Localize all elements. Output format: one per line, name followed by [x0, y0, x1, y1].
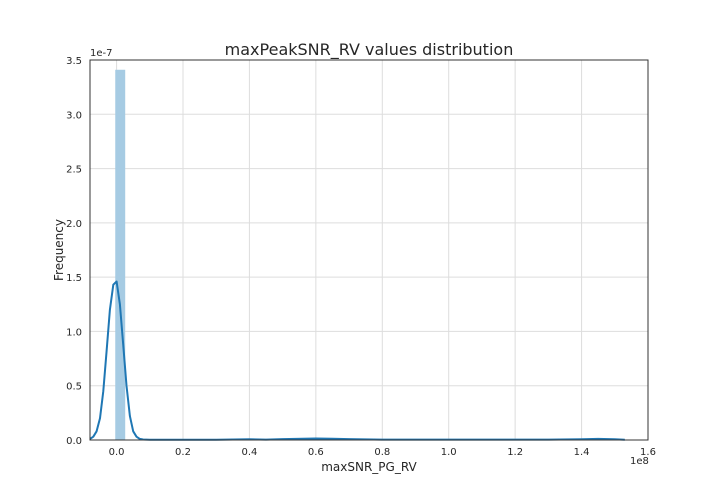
y-tick-label: 0.5: [66, 382, 82, 393]
x-tick-label: 0.4: [241, 447, 257, 458]
x-tick-label: 1.4: [574, 447, 590, 458]
tick-labels: 0.0 0.2 0.4 0.6 0.8 1.0 1.2 1.4 1.6 0.0 0.5 1.0 1.5 2…: [66, 56, 656, 458]
x-offset-label: 1e8: [630, 456, 649, 467]
y-tick-label: 2.0: [66, 219, 82, 230]
x-tick-label: 1.6: [640, 447, 656, 458]
y-offset-label: 1e-7: [90, 48, 113, 59]
histogram-bar: [115, 69, 126, 441]
grid-layer: [90, 59, 649, 441]
chart-title: maxPeakSNR_RV values distribution: [225, 40, 514, 60]
x-tick-label: 1.0: [441, 447, 457, 458]
y-tick-label: 3.0: [66, 110, 82, 121]
x-tick-label: 0.0: [109, 447, 125, 458]
y-tick-label: 0.0: [66, 436, 82, 447]
x-tick-label: 0.8: [374, 447, 390, 458]
y-tick-label: 1.0: [66, 327, 82, 338]
x-tick-label: 0.6: [308, 447, 324, 458]
x-tick-label: 1.2: [507, 447, 523, 458]
kde-line-layer: [89, 280, 625, 441]
plot-frame: [89, 59, 649, 441]
x-axis-label: maxSNR_PG_RV: [321, 460, 417, 474]
y-axis-label: Frequency: [52, 219, 66, 281]
y-tick-label: 2.5: [66, 165, 82, 176]
histogram-bars: [115, 69, 126, 441]
y-tick-label: 3.5: [66, 56, 82, 67]
kde-line: [89, 280, 625, 441]
x-tick-label: 0.2: [175, 447, 191, 458]
y-tick-label: 1.5: [66, 273, 82, 284]
